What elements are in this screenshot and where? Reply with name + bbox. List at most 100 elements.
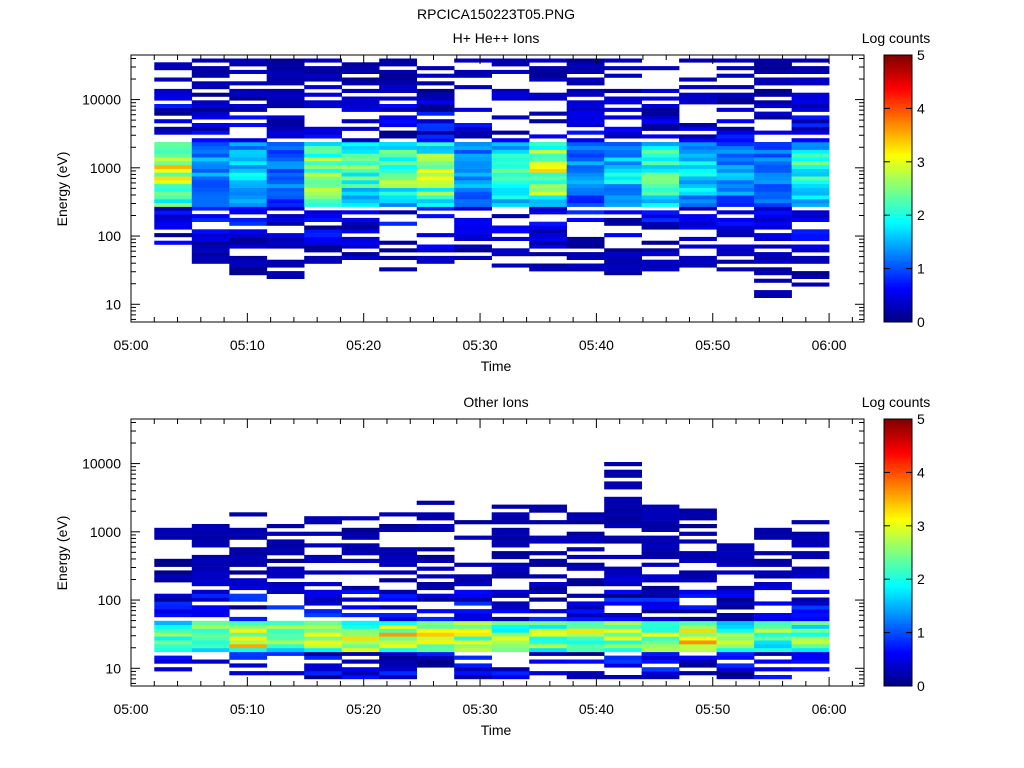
- colorbar-segment: [884, 617, 912, 620]
- heatmap-cell: [791, 255, 830, 260]
- heatmap-cell: [341, 153, 380, 158]
- heatmap-cell: [641, 96, 680, 101]
- x-axis-label-1: Time: [481, 358, 512, 374]
- heatmap-cell: [566, 651, 605, 656]
- heatmap-cell: [604, 191, 642, 196]
- colorbar-segment: [884, 244, 912, 247]
- heatmap-cell: [379, 88, 417, 93]
- heatmap-cell: [566, 512, 605, 517]
- heatmap-cell: [679, 58, 717, 63]
- heatmap-cell: [416, 104, 455, 109]
- colorbar-segment: [884, 541, 912, 545]
- heatmap-cell: [791, 248, 830, 253]
- heatmap-cell: [191, 111, 230, 116]
- colorbar-segment: [884, 572, 912, 576]
- heatmap-cell: [191, 259, 230, 264]
- heatmap-cell: [304, 259, 342, 264]
- heatmap-cell: [754, 161, 792, 166]
- heatmap-cell: [154, 202, 193, 207]
- heatmap-cell: [229, 551, 268, 556]
- heatmap-cell: [679, 202, 717, 207]
- heatmap-cell: [604, 574, 642, 579]
- heatmap-cell: [454, 616, 492, 622]
- heatmap-cell: [154, 210, 193, 215]
- heatmap-cell: [379, 195, 417, 200]
- colorbar-segment: [884, 570, 912, 573]
- heatmap-cell: [604, 582, 642, 587]
- heatmap-cell: [454, 217, 492, 222]
- heatmap-cell: [716, 153, 755, 158]
- colorbar-segment: [884, 295, 912, 298]
- colorbar-segment: [884, 576, 912, 580]
- heatmap-cell: [191, 123, 230, 128]
- heatmap-cell: [604, 644, 642, 649]
- colorbar-segment: [884, 505, 912, 509]
- heatmap-cell: [491, 601, 530, 606]
- heatmap-cell: [304, 647, 342, 653]
- heatmap-cell: [229, 640, 268, 645]
- heatmap-cell: [716, 66, 755, 71]
- colorbar-frame: [883, 54, 913, 323]
- heatmap-cell: [379, 187, 417, 192]
- heatmap-cell: [416, 663, 455, 668]
- colorbar-segment: [884, 450, 912, 453]
- heatmap-cell: [641, 516, 680, 521]
- heatmap-cell: [229, 138, 268, 143]
- heatmap-cell: [566, 92, 605, 97]
- heatmap-cell: [341, 119, 380, 124]
- colorbar-segment: [884, 430, 912, 433]
- heatmap-cell: [416, 616, 455, 622]
- heatmap-cell: [266, 126, 305, 131]
- heatmap-cell: [454, 176, 492, 181]
- heatmap-cell: [529, 535, 567, 540]
- heatmap-cell: [566, 647, 605, 653]
- heatmap-cell: [454, 593, 492, 598]
- heatmap-cell: [416, 527, 455, 532]
- colorbar-segment: [884, 548, 912, 551]
- colorbar-segment: [884, 677, 912, 680]
- heatmap-cell: [229, 636, 268, 641]
- heatmap-cell: [791, 161, 830, 166]
- heatmap-cell: [454, 126, 492, 131]
- heatmap-cell: [754, 172, 792, 177]
- x-tick-label: 05:10: [230, 337, 265, 353]
- heatmap-cell: [304, 92, 342, 97]
- heatmap-cell: [529, 236, 567, 241]
- heatmap-cell: [791, 92, 830, 97]
- x-tick-label: 06:00: [812, 337, 847, 353]
- heatmap-cell: [154, 77, 193, 82]
- heatmap-cell: [379, 632, 417, 637]
- heatmap-cell: [416, 659, 455, 664]
- heatmap-cell: [791, 539, 830, 544]
- heatmap-cell: [454, 535, 492, 540]
- heatmap-cell: [566, 119, 605, 124]
- heatmap-cell: [791, 126, 830, 131]
- heatmap-cell: [416, 142, 455, 147]
- heatmap-cell: [641, 180, 680, 185]
- heatmap-cell: [341, 644, 380, 649]
- heatmap-cell: [379, 168, 417, 173]
- heatmap-cell: [416, 153, 455, 158]
- y-axis-label-2: Energy (eV): [54, 516, 70, 591]
- colorbar-segment: [884, 521, 912, 524]
- heatmap-cell: [529, 73, 567, 78]
- heatmap-cell: [679, 157, 717, 162]
- heatmap-cell: [566, 62, 605, 67]
- heatmap-cell: [304, 134, 342, 139]
- heatmap-cell: [679, 636, 717, 641]
- heatmap-cell: [379, 176, 417, 181]
- heatmap-cell: [379, 58, 417, 63]
- colorbar-segment: [884, 467, 912, 471]
- heatmap-cell: [154, 233, 193, 238]
- heatmap-cell: [304, 104, 342, 109]
- heatmap-cell: [454, 613, 492, 618]
- heatmap-cell: [341, 172, 380, 177]
- colorbar-segment: [884, 492, 912, 496]
- heatmap-cell: [454, 58, 492, 63]
- x-tick-label: 05:40: [579, 701, 614, 717]
- heatmap-cell: [604, 578, 642, 583]
- heatmap-cell: [454, 236, 492, 241]
- heatmap-cell: [641, 217, 680, 222]
- heatmap-cell: [566, 613, 605, 618]
- colorbar-segment: [884, 310, 912, 314]
